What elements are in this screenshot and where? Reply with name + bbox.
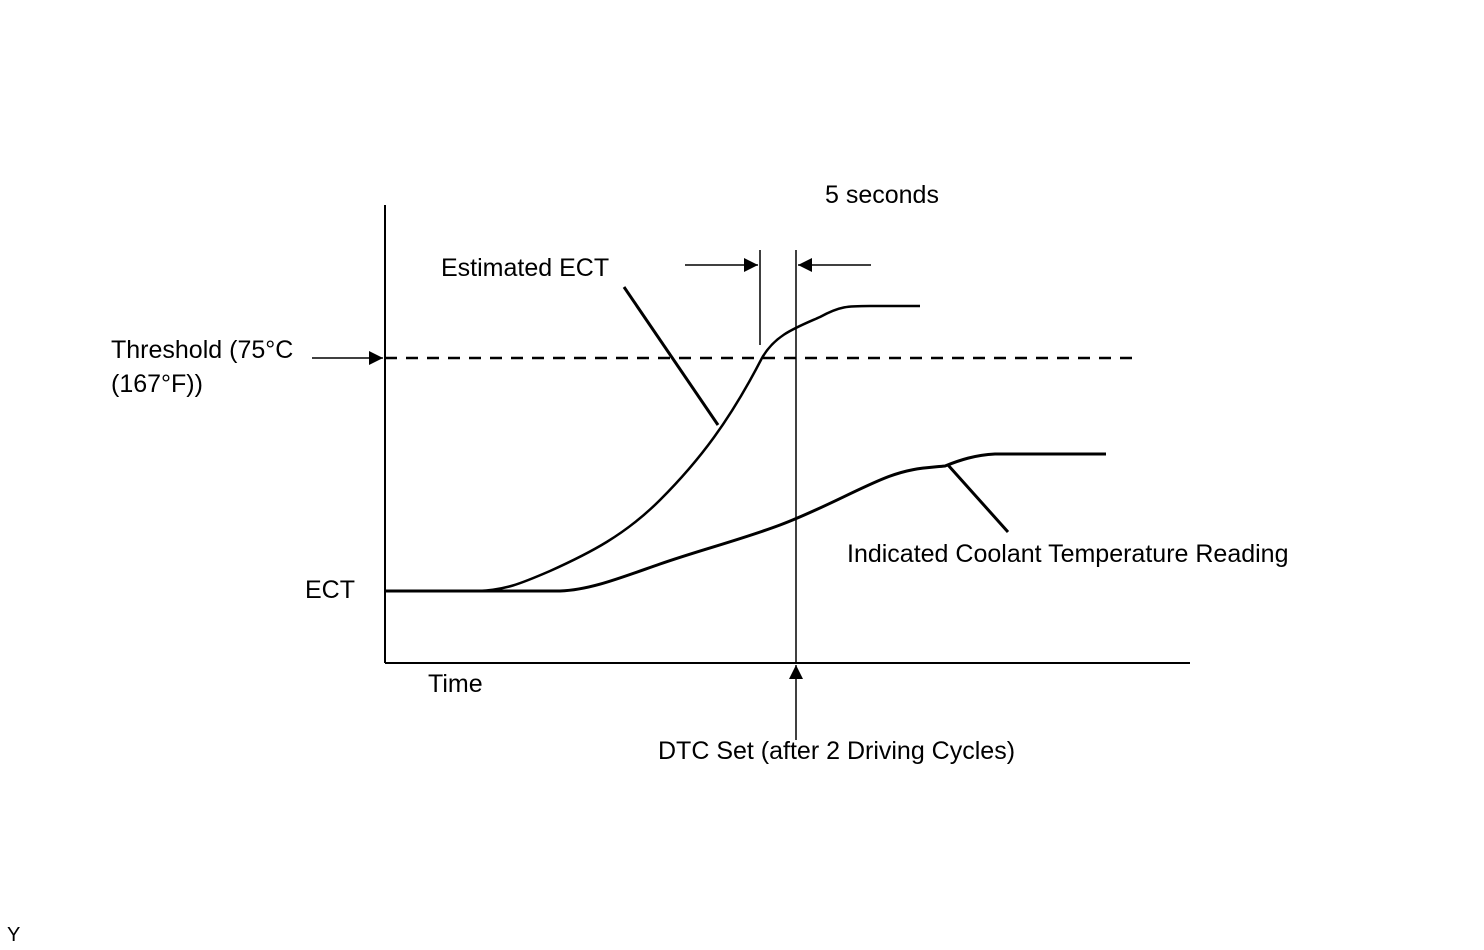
estimated-ect-leader (622, 286, 720, 426)
threshold-label-line1: Threshold (75°C (111, 336, 294, 364)
indicated-coolant-curve (385, 452, 1106, 593)
estimated-ect-curve (385, 304, 920, 593)
threshold-label-line2: (167°F)) (111, 370, 203, 398)
corner-mark: Y (7, 924, 21, 946)
indicated-reading-leader (946, 463, 1010, 534)
ect-axis-label: ECT (305, 576, 355, 604)
indicated-reading-label: Indicated Coolant Temperature Reading (847, 540, 1289, 568)
five-seconds-label: 5 seconds (825, 181, 939, 209)
dtc-set-label: DTC Set (after 2 Driving Cycles) (658, 737, 1016, 765)
time-axis-label: Time (428, 670, 483, 698)
estimated-ect-label: Estimated ECT (441, 254, 610, 282)
